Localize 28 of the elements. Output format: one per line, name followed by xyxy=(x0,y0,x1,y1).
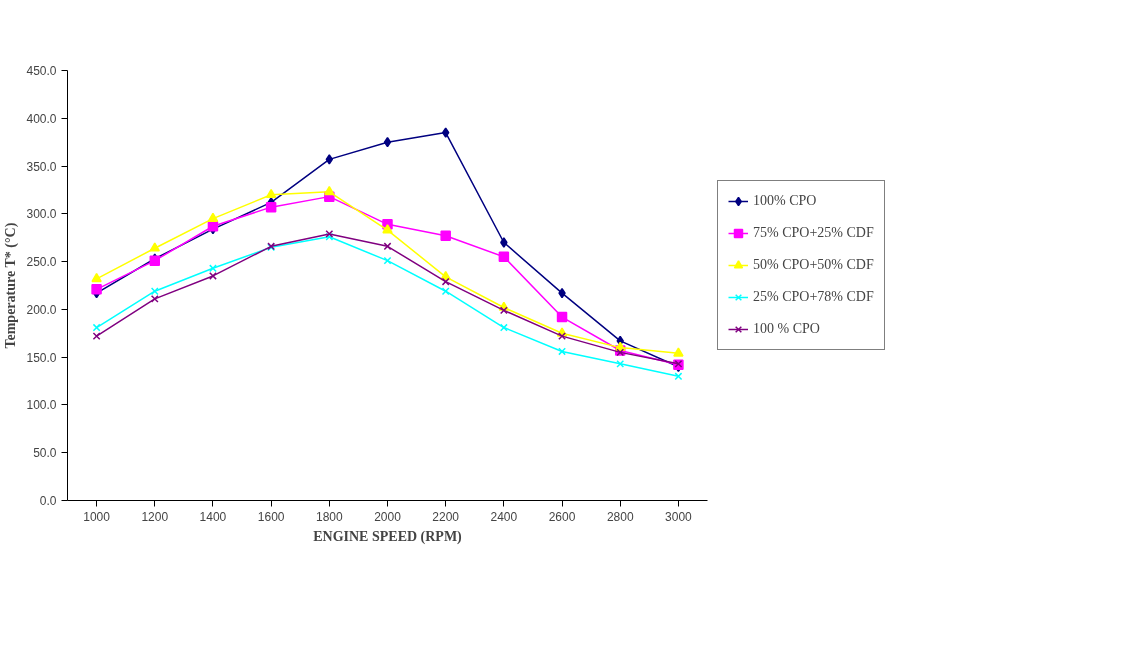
y-tick-label: 100.0 xyxy=(26,398,57,413)
x-tick-label: 1400 xyxy=(199,509,227,524)
legend-label: 25% CPO+78% CDF xyxy=(753,289,874,305)
y-tick-label: 300.0 xyxy=(26,207,57,222)
y-tick-label: 450.0 xyxy=(26,64,57,78)
x-tick-label: 1600 xyxy=(257,509,285,524)
y-tick-label: 50.0 xyxy=(33,446,57,461)
x-axis-title: ENGINE SPEED (RPM) xyxy=(313,528,463,545)
y-axis-title: Temperature T* (°C) xyxy=(3,222,20,349)
x-tick-label: 1200 xyxy=(141,509,169,524)
x-tick-label: 1000 xyxy=(83,509,111,524)
x-tick-label: 2600 xyxy=(548,509,576,524)
y-tick-label: 250.0 xyxy=(26,255,57,270)
x-tick-label: 1800 xyxy=(315,509,343,524)
y-tick-label: 400.0 xyxy=(26,111,57,126)
x-tick-label: 2400 xyxy=(490,509,518,524)
y-tick-label: 200.0 xyxy=(26,302,57,317)
x-tick-label: 2000 xyxy=(374,509,402,524)
legend-label: 75% CPO+25% CDF xyxy=(753,225,874,241)
x-tick-label: 3000 xyxy=(665,509,693,524)
x-tick-label: 2800 xyxy=(606,509,634,524)
y-tick-label: 0.0 xyxy=(39,494,57,508)
y-tick-label: 150.0 xyxy=(26,350,57,365)
y-tick-label: 350.0 xyxy=(26,159,57,174)
legend-label: 100% CPO xyxy=(753,193,817,209)
legend-label: 100 % CPO xyxy=(753,321,820,337)
x-tick-label: 2200 xyxy=(432,509,460,524)
legend-label: 50% CPO+50% CDF xyxy=(753,257,874,273)
